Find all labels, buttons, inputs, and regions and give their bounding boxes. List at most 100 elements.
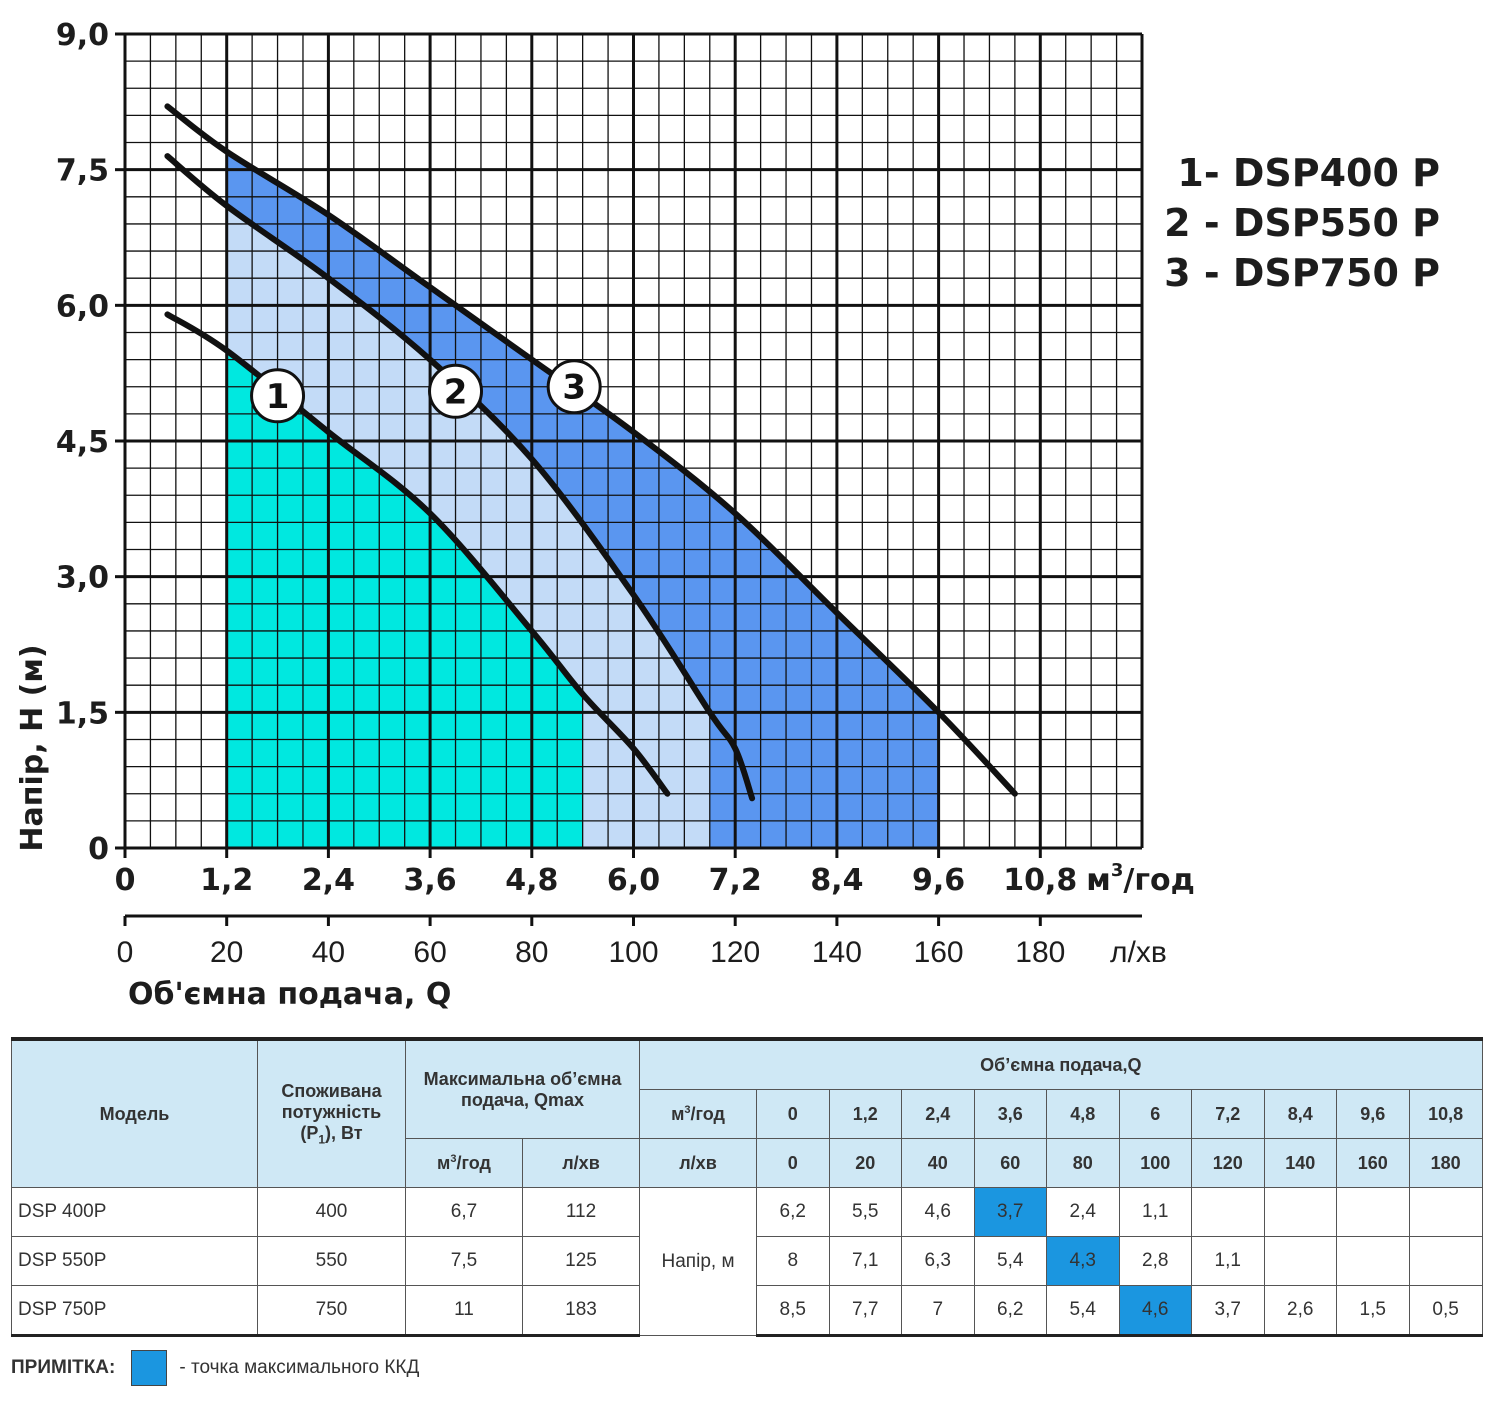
header-flow-m3-cell: 7,2: [1191, 1089, 1265, 1139]
cell-head-value: 4,6: [901, 1187, 975, 1237]
y-tick-label: 3,0: [56, 561, 109, 596]
header-model: Модель: [11, 1037, 258, 1188]
header-flow-m3-cell: 2,4: [901, 1089, 975, 1139]
cell-head-value: 7: [901, 1285, 975, 1337]
legend-item-2: 2 - DSP550 P: [1164, 201, 1440, 245]
x-tick-label: 8,4: [810, 863, 863, 898]
cell-head-value: 7,7: [828, 1285, 903, 1337]
x2-tick-label: 120: [710, 936, 760, 969]
table-body: DSP 400P 400 6,7 112 Напір, м 6,2 5,5 4,6 3,7 2,4…: [11, 1187, 1483, 1337]
x-tick-label: 3,6: [404, 863, 457, 898]
y-tick-label: 4,5: [56, 425, 109, 460]
x-unit-label: м3/год: [1086, 860, 1195, 898]
x-tick-label: 0: [115, 863, 136, 898]
table-row: DSP 750P 750 11 183 8,5 7,7 7 6,2 5,4 4,6 3,7 2,6 1,…: [11, 1285, 1483, 1337]
x2-tick-label: 160: [914, 936, 964, 969]
cell-model: DSP 400P: [11, 1187, 258, 1237]
x2-tick-label: 40: [312, 936, 345, 969]
header-flow-lmin-cell: 0: [756, 1138, 830, 1188]
cell-head-value: [1336, 1187, 1410, 1237]
header-flow-m3-cell: 9,6: [1336, 1089, 1410, 1139]
x2-tick-label: 0: [117, 936, 134, 969]
x-tick-label: 7,2: [709, 863, 762, 898]
table-row: DSP 400P 400 6,7 112 Напір, м 6,2 5,5 4,6 3,7 2,4…: [11, 1187, 1483, 1336]
cell-qmax-lmin: 125: [521, 1236, 641, 1286]
header-qmax: Максимальна об’ємна подача, Qmax: [404, 1037, 641, 1139]
header-flow-m3-cell: 1,2: [828, 1089, 903, 1139]
cell-power: 750: [257, 1285, 406, 1337]
x2-tick-label: 80: [515, 936, 548, 969]
header-flow-m3-cell: 8,4: [1263, 1089, 1338, 1139]
header-power: Споживана потужність (P1), Вт: [257, 1037, 406, 1188]
curve-label-circle-3: [546, 359, 602, 415]
y-tick-label: 9,0: [56, 18, 109, 53]
x-tick-label: 10,8: [1003, 863, 1077, 898]
cell-head-value: 5,4: [973, 1236, 1048, 1286]
x-tick-label: 4,8: [505, 863, 558, 898]
cell-head-value: 1,1: [1191, 1236, 1265, 1286]
cell-head-value: 6,3: [901, 1236, 975, 1286]
cell-qmax-lmin: 183: [521, 1285, 641, 1337]
curve-label-3: 3: [562, 368, 586, 408]
x2-tick-label: 140: [812, 936, 862, 969]
cell-head-value: [1263, 1236, 1338, 1286]
cell-qmax-lmin: 112: [521, 1187, 641, 1237]
cell-qmax-m3: 6,7: [405, 1187, 523, 1237]
cell-head-value: 8,5: [756, 1285, 830, 1337]
header-flow-lmin-cell: 180: [1408, 1138, 1483, 1188]
cell-head-value: 8: [756, 1236, 830, 1286]
header-flow-lmin-cell: 20: [828, 1138, 903, 1188]
cell-head-value: 2,6: [1263, 1285, 1338, 1337]
x-tick-label: 6,0: [607, 863, 660, 898]
cell-head-value: 5,4: [1046, 1285, 1120, 1337]
note-label: ПРИМІТКА:: [11, 1357, 116, 1378]
cell-head-value: 1,1: [1118, 1187, 1193, 1237]
x-axis-label: Об'ємна подача, Q: [128, 977, 451, 1012]
header-flow-m3-cell: 6: [1118, 1089, 1193, 1139]
x2-unit-label: л/хв: [1110, 936, 1167, 969]
curve-label-circle-1: [250, 368, 306, 424]
header-flow-lmin-cell: 160: [1336, 1138, 1410, 1188]
y-axis-label: Напір, H (м): [15, 644, 50, 851]
note-text: - точка максимального ККД: [179, 1357, 420, 1378]
y-tick-label: 6,0: [56, 289, 109, 324]
header-flow-lmin-cell: 140: [1263, 1138, 1338, 1188]
cell-head-value: 1,5: [1336, 1285, 1410, 1337]
cell-head-value: 6,2: [973, 1285, 1048, 1337]
cell-power: 550: [257, 1236, 406, 1286]
x-tick-label: 1,2: [200, 863, 253, 898]
header-qmax-m3: м3/год: [405, 1138, 523, 1188]
cell-model: DSP 550P: [11, 1236, 258, 1286]
x2-tick-label: 100: [608, 936, 658, 969]
curve-label-1: 1: [266, 377, 290, 417]
cell-head-value: [1263, 1187, 1338, 1237]
header-flow-lmin-unit: л/хв: [639, 1138, 758, 1188]
y-tick-label: 0: [88, 832, 109, 867]
curve-labels: 1 2 3: [250, 359, 602, 424]
x2-tick-label: 180: [1015, 936, 1065, 969]
header-flow-m3-unit: м3/год: [639, 1089, 758, 1139]
curve-label-2: 2: [444, 372, 468, 412]
y-tick-label: 7,5: [56, 154, 109, 189]
header-flow-lmin-cell: 80: [1046, 1138, 1120, 1188]
cell-head-value: 2,8: [1118, 1236, 1193, 1286]
specification-table: Модель Споживана потужність (P1), Вт Мак…: [11, 1037, 1483, 1337]
header-flow-m3-cell: 10,8: [1408, 1089, 1483, 1139]
cell-head-value: 4,6: [1118, 1285, 1193, 1337]
header-flow-m3-cell: 4,8: [1046, 1089, 1120, 1139]
curve-2: [164, 153, 756, 802]
cell-head-value: [1336, 1236, 1410, 1286]
cell-head-value: 3,7: [973, 1187, 1048, 1237]
header-flow: Об’ємна подача,Q: [639, 1037, 1483, 1090]
legend-item-3: 3 - DSP750 P: [1164, 251, 1440, 295]
tick-labels: 0 1,5 3,0 4,5 6,0 7,5 9,0 0 1,2 2,4 3,6 4,8 6,0 7,2 8,…: [56, 18, 1195, 969]
cell-head-value: 3,7: [1191, 1285, 1265, 1337]
header-flow-m3-cell: 0: [756, 1089, 830, 1139]
y-tick-label: 1,5: [56, 696, 109, 731]
header-flow-lmin-cell: 100: [1118, 1138, 1193, 1188]
header-flow-lmin-cell: 120: [1191, 1138, 1265, 1188]
cell-model: DSP 750P: [11, 1285, 258, 1337]
cell-head-value: [1191, 1187, 1265, 1237]
cell-head-value: 7,1: [828, 1236, 903, 1286]
cell-power: 400: [257, 1187, 406, 1237]
